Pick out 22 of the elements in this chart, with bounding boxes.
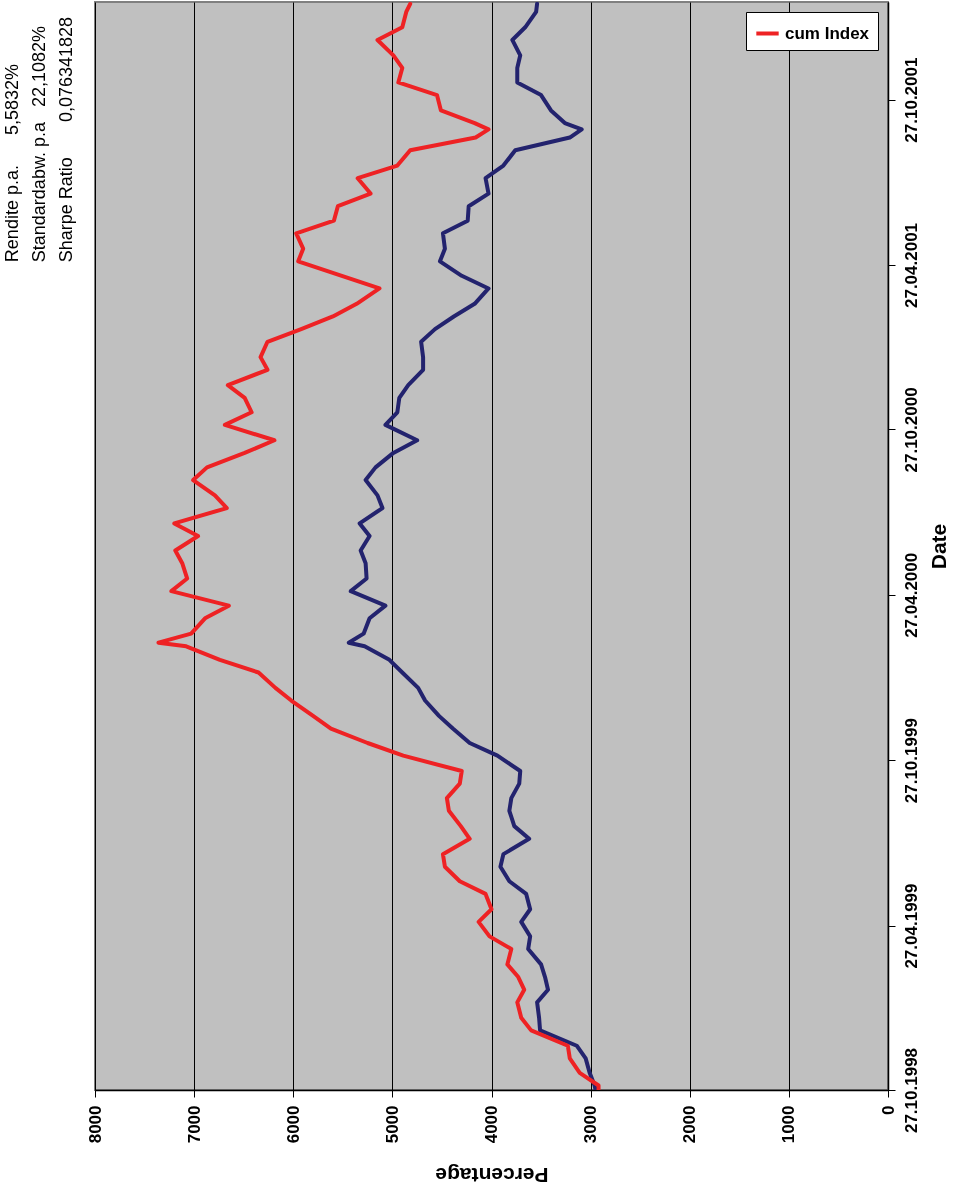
text: Standardabw. p.a 22,1082%: [29, 25, 50, 262]
x-axis-title: Percentage: [435, 1164, 549, 1188]
y-tick-label: 27.10.2000: [901, 387, 921, 473]
y-tick-label: 27.10.1999: [901, 718, 921, 804]
y-tick-label: 27.10.2001: [901, 57, 921, 143]
x-tick-label: 7000: [184, 1105, 204, 1144]
x-tick-label: 6000: [283, 1105, 303, 1144]
legend-label: cum Index: [785, 23, 870, 43]
x-tick-label: 3000: [581, 1105, 601, 1144]
x-tick-label: 4000: [482, 1105, 501, 1144]
y-tick-label: 27.04.2000: [901, 552, 921, 638]
y-axis-title: Date: [926, 523, 950, 570]
y-tick-label: 27.10.1998: [901, 1047, 921, 1134]
y-tick-label: 27.04.2001: [901, 222, 921, 309]
x-tick-label: 2000: [680, 1105, 700, 1144]
x-tick-label: 1000: [779, 1105, 799, 1144]
x-tick-label: 8000: [85, 1105, 105, 1144]
x-tick-label: 0: [878, 1105, 898, 1115]
text: Rendite p.a. 5,5832%: [2, 63, 23, 262]
y-tick-label: 27.04.1999: [901, 883, 921, 969]
x-tick-label: 5000: [382, 1105, 402, 1144]
text: Sharpe Ratio 0,076341828: [56, 16, 77, 262]
